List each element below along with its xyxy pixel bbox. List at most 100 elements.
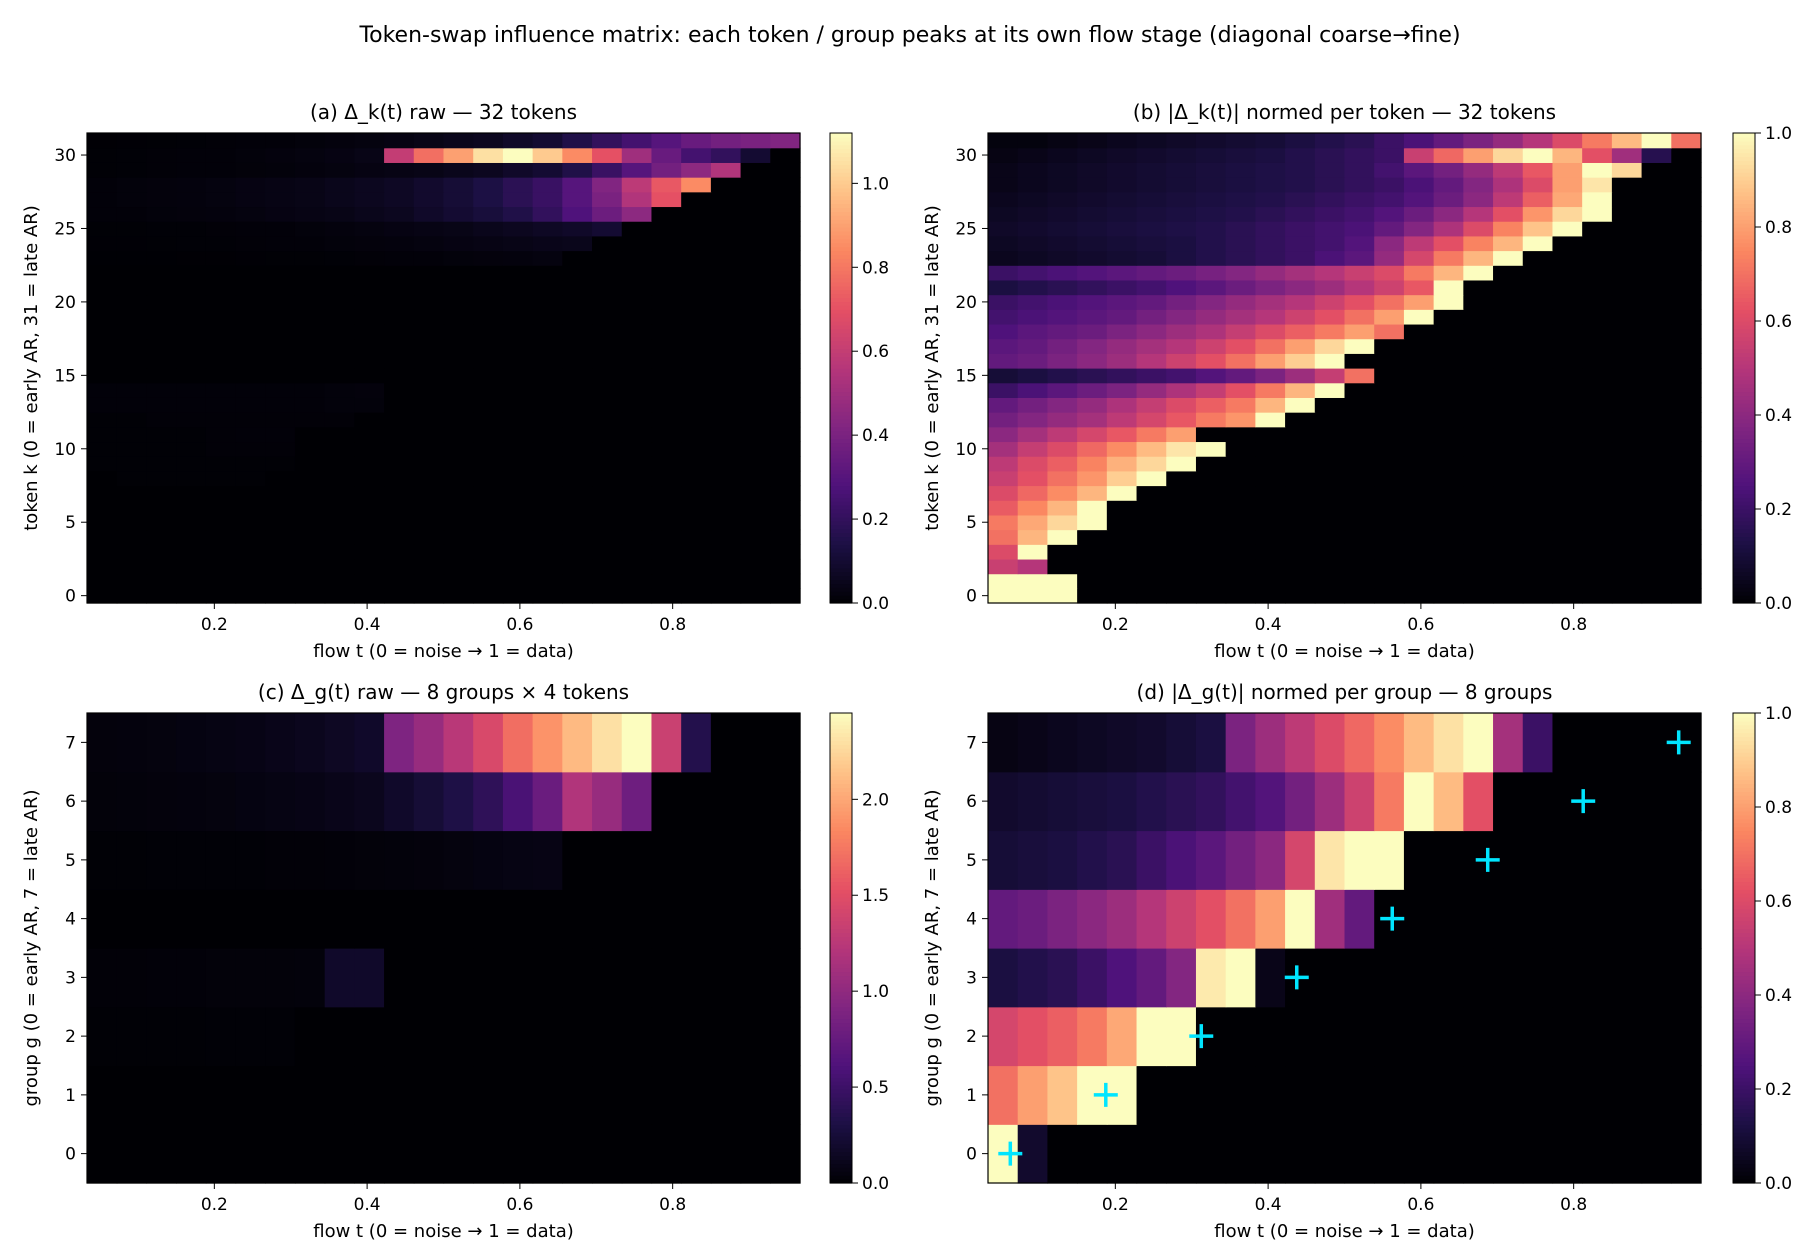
heatmap-cell <box>1641 771 1672 832</box>
heatmap-cell <box>1671 500 1702 516</box>
colorbar-segment <box>1733 293 1755 299</box>
heatmap-cell <box>592 1065 623 1125</box>
heatmap-cell <box>1225 1006 1256 1067</box>
heatmap-cell <box>1552 573 1583 589</box>
heatmap-cell <box>710 514 742 531</box>
heatmap-cell <box>413 573 445 589</box>
heatmap-cell <box>1374 338 1405 354</box>
heatmap-cell <box>1433 573 1464 589</box>
colorbar-segment <box>1733 411 1755 416</box>
heatmap-cell <box>1285 426 1316 443</box>
colorbar-segment <box>1733 748 1755 753</box>
heatmap-cell <box>1493 338 1524 354</box>
heatmap-cell <box>710 177 742 193</box>
heatmap-cell <box>324 279 355 296</box>
heatmap-cell <box>1374 147 1405 163</box>
heatmap-cell <box>1344 397 1375 413</box>
heatmap-cell <box>1255 558 1286 575</box>
colorbar-segment <box>830 1147 852 1153</box>
x-tick-label: 0.2 <box>1102 1195 1129 1215</box>
heatmap-cell <box>1166 368 1197 384</box>
colorbar-segment <box>830 1022 852 1027</box>
heatmap-cell <box>1344 830 1375 890</box>
heatmap-cell <box>1552 191 1583 208</box>
heatmap-cell <box>1344 294 1375 310</box>
colorbar-segment <box>1733 1022 1755 1027</box>
colorbar-segment <box>1733 1049 1755 1055</box>
heatmap-cell <box>1611 1065 1643 1125</box>
heatmap-cell <box>384 771 415 832</box>
heatmap-cell <box>1374 412 1405 428</box>
colorbar-segment <box>830 873 852 879</box>
heatmap-cell <box>1195 338 1227 354</box>
heatmap-cell <box>443 485 474 501</box>
heatmap-cell <box>681 529 712 545</box>
heatmap-cell <box>1047 1124 1078 1184</box>
heatmap-cell <box>1285 544 1316 560</box>
heatmap-cell <box>1077 412 1108 428</box>
colorbar-segment <box>830 1112 852 1118</box>
heatmap-cell <box>87 221 118 237</box>
heatmap-cell <box>384 426 415 443</box>
heatmap-cell <box>1344 147 1375 163</box>
heatmap-cell <box>1552 588 1583 604</box>
heatmap-cell <box>1166 500 1197 516</box>
heatmap-cell <box>988 456 1019 472</box>
colorbar-segment <box>830 387 852 393</box>
heatmap-cell <box>1433 382 1464 398</box>
heatmap-cell <box>1611 771 1643 832</box>
heatmap-cell <box>384 191 415 208</box>
colorbar-segment <box>1733 524 1755 530</box>
heatmap-cell <box>1314 588 1346 604</box>
heatmap-cell <box>1433 338 1464 354</box>
heatmap-cell <box>621 206 653 222</box>
heatmap-cell <box>562 309 593 325</box>
colorbar-segment <box>1733 321 1755 326</box>
heatmap-cell <box>1285 191 1316 208</box>
heatmap-cell <box>1433 412 1464 428</box>
heatmap-cell <box>1106 162 1138 178</box>
heatmap-cell <box>87 412 118 428</box>
heatmap-cell <box>205 412 237 428</box>
heatmap-cell <box>413 368 445 384</box>
colorbar-tick-label: 0.4 <box>1765 406 1792 426</box>
heatmap-cell <box>384 514 415 531</box>
heatmap-cell <box>354 177 385 193</box>
y-tick-label: 1 <box>65 1086 76 1106</box>
heatmap-cell <box>1374 191 1405 208</box>
colorbar-segment <box>1733 787 1755 792</box>
heatmap-cell <box>1047 294 1078 310</box>
heatmap-cell <box>176 250 207 266</box>
heatmap-cell <box>1433 514 1464 531</box>
heatmap-cell <box>176 1006 207 1067</box>
colorbar-segment <box>1733 861 1755 867</box>
heatmap-cell <box>532 382 563 398</box>
heatmap-cell <box>1671 412 1702 428</box>
heatmap-cell <box>651 588 682 604</box>
colorbar-segment <box>1733 352 1755 357</box>
y-tick-label: 20 <box>955 293 977 313</box>
colorbar-segment <box>1733 219 1755 224</box>
colorbar-segment <box>1733 818 1755 824</box>
colorbar-segment <box>830 1018 852 1024</box>
heatmap-cell <box>1671 162 1702 178</box>
heatmap-cell <box>1285 456 1316 472</box>
heatmap-cell <box>1582 397 1613 413</box>
heatmap-cell <box>1285 382 1316 398</box>
colorbar-segment <box>830 1163 852 1168</box>
colorbar-segment <box>830 348 852 353</box>
heatmap-cell <box>1017 221 1049 237</box>
heatmap-cell <box>116 558 148 575</box>
heatmap-cell <box>502 162 534 178</box>
heatmap-cell <box>1344 309 1375 325</box>
colorbar-segment <box>1733 908 1755 914</box>
heatmap-cell <box>740 323 771 340</box>
heatmap-cell <box>205 162 237 178</box>
colorbar-segment <box>1733 728 1755 734</box>
heatmap-cell <box>1463 456 1494 472</box>
heatmap-cell <box>443 529 474 545</box>
heatmap-cell <box>1255 544 1286 560</box>
heatmap-cell <box>621 713 653 773</box>
heatmap-cell <box>1136 558 1167 575</box>
heatmap-cell <box>770 830 801 890</box>
